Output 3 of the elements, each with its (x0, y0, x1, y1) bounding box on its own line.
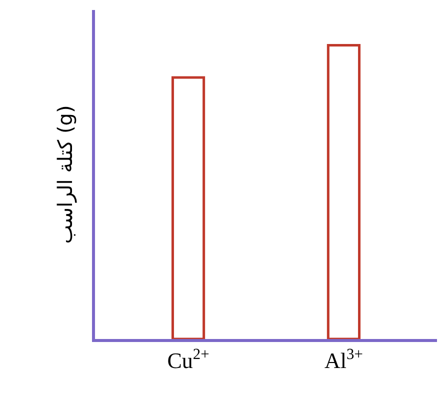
y-axis-title: كتلة الراسب (g) (52, 105, 77, 244)
x-tick-label: Al$^{3+}$ (324, 346, 363, 374)
x-tick-label: Cu$^{2+}$ (167, 346, 210, 374)
